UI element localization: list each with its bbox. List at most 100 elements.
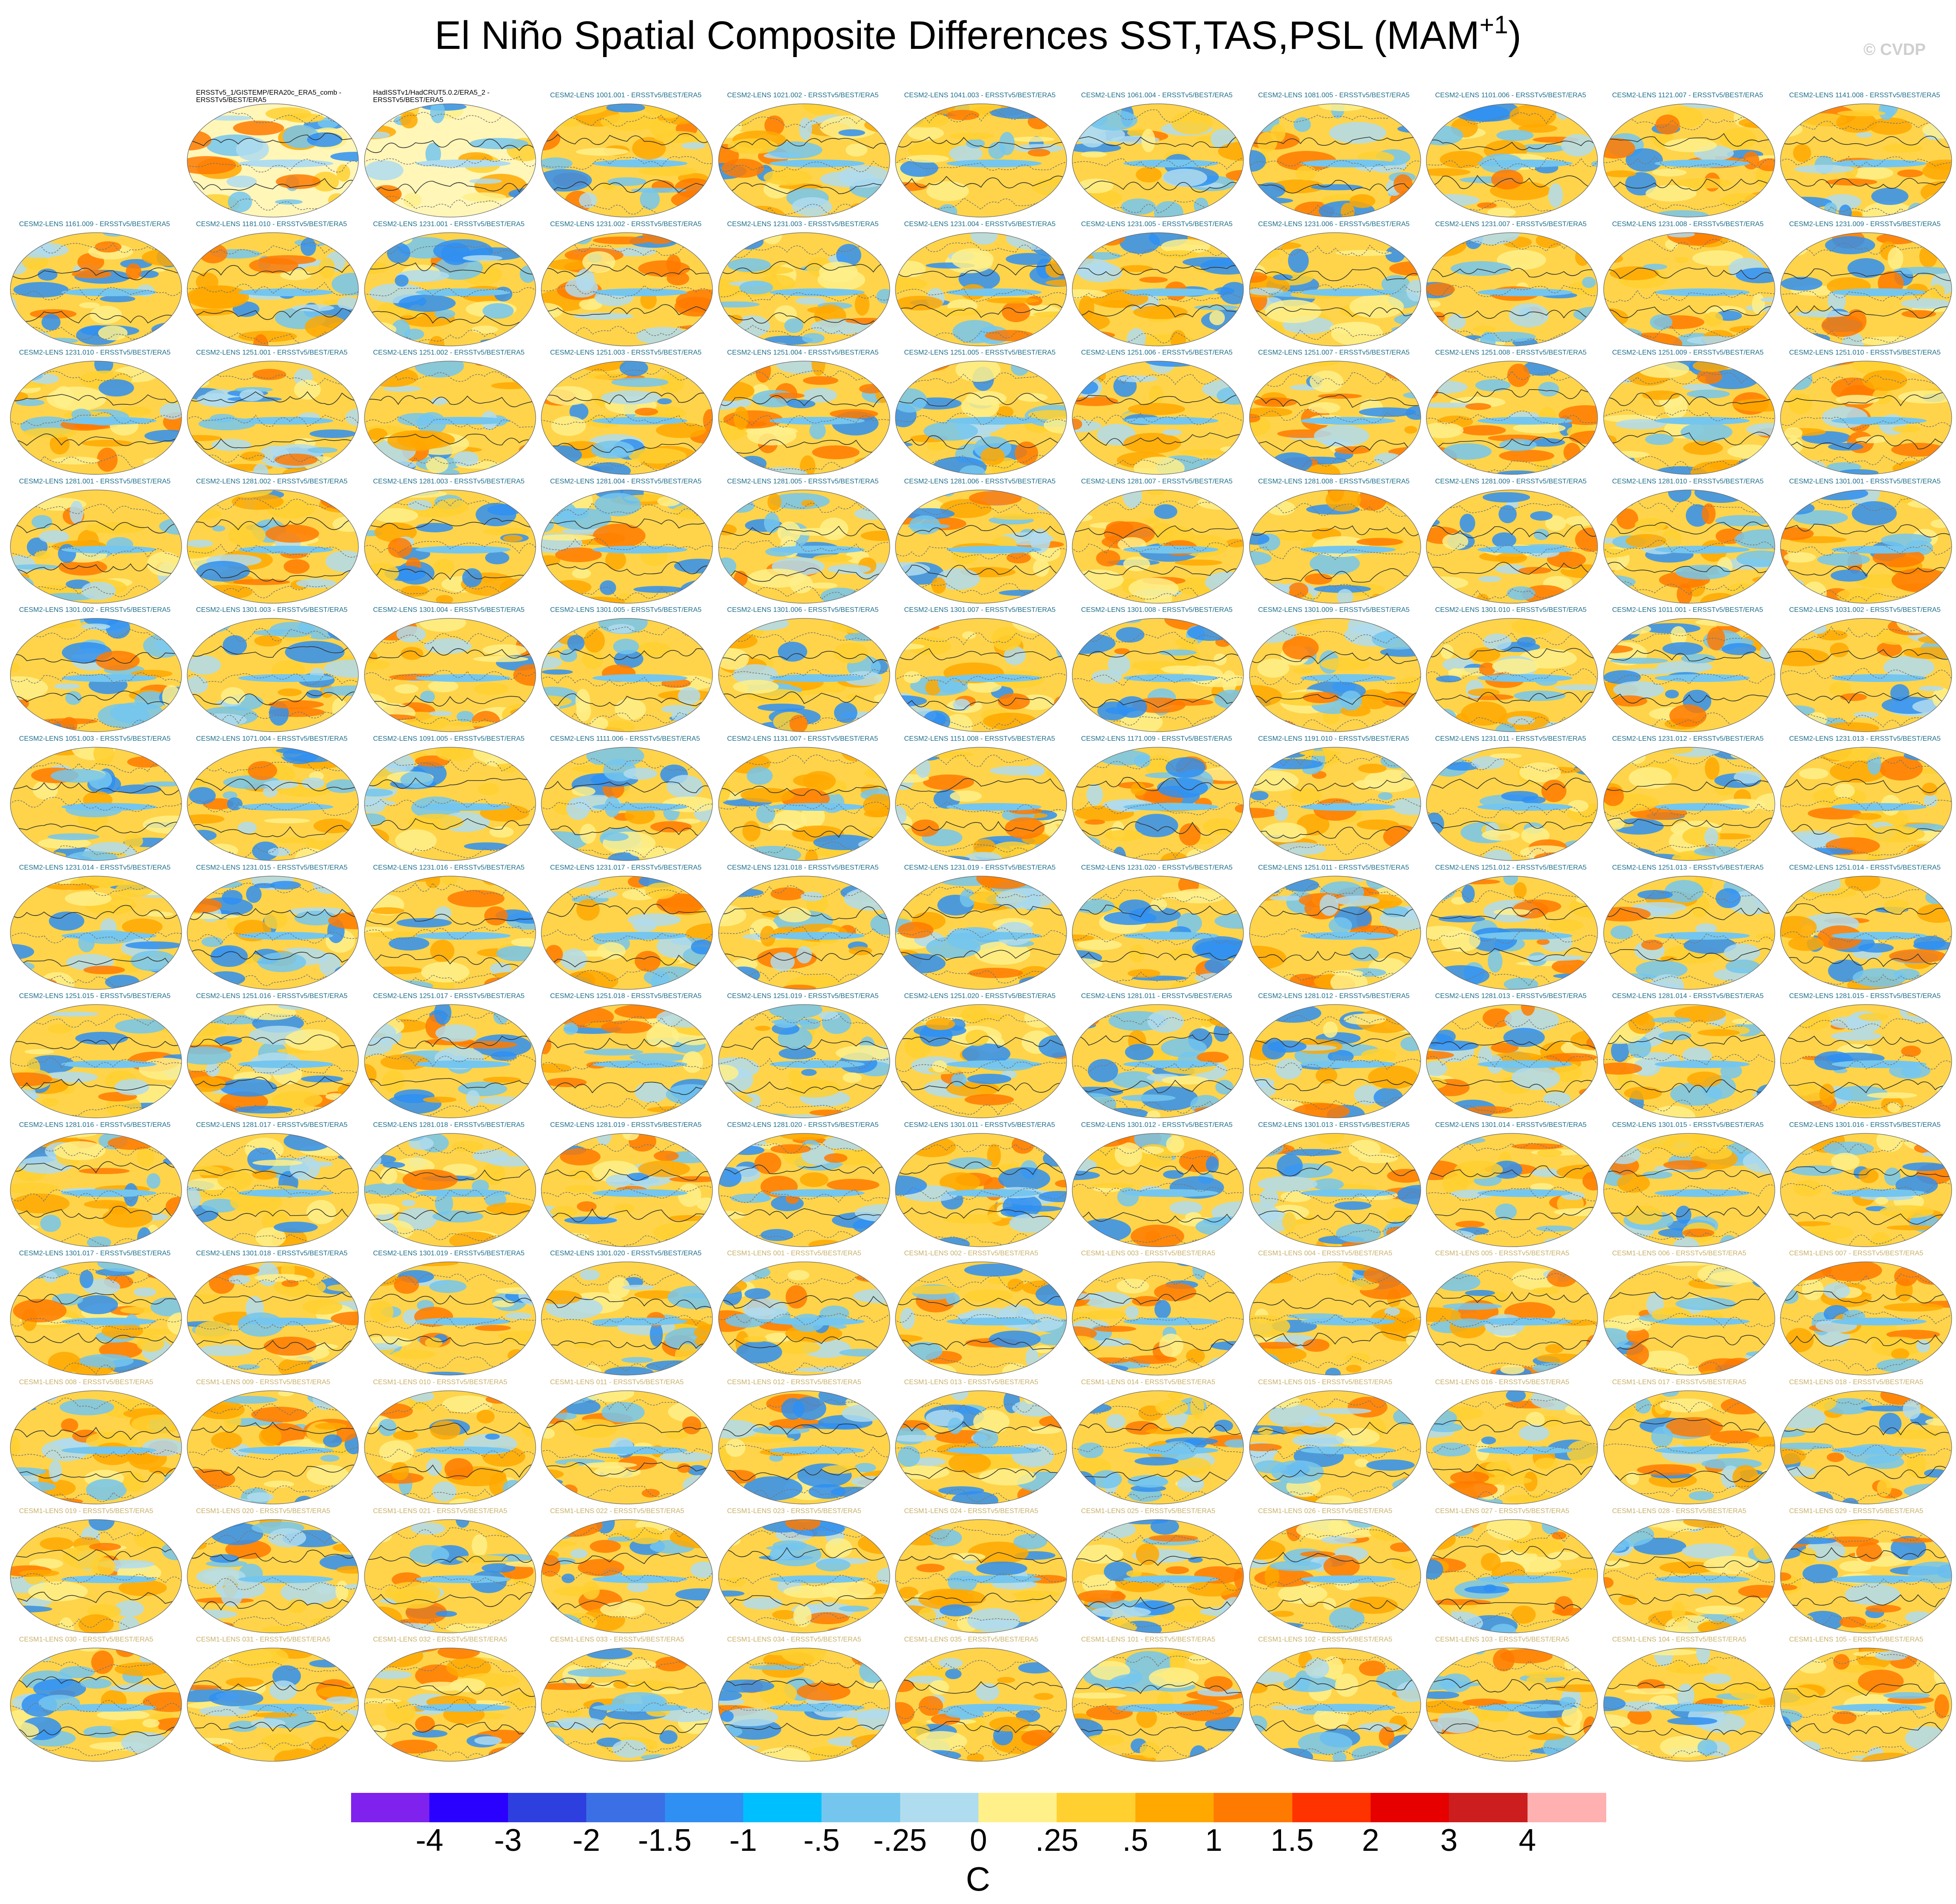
panel-title: CESM2-LENS 1301.008 - ERSSTv5/BEST/ERA5 xyxy=(1081,606,1233,614)
map-panel: CESM2-LENS 1231.018 - ERSSTv5/BEST/ERA5 xyxy=(718,864,891,990)
panel-title: CESM2-LENS 1281.003 - ERSSTv5/BEST/ERA5 xyxy=(373,477,525,485)
panel-title: CESM2-LENS 1301.011 - ERSSTv5/BEST/ERA5 xyxy=(904,1121,1055,1129)
globe-map xyxy=(895,875,1067,990)
map-panel: CESM1-LENS 027 - ERSSTv5/BEST/ERA5 xyxy=(1425,1507,1598,1634)
panel-title: CESM2-LENS 1301.017 - ERSSTv5/BEST/ERA5 xyxy=(19,1250,171,1258)
panel-title: CESM2-LENS 1071.004 - ERSSTv5/BEST/ERA5 xyxy=(196,735,348,742)
panel-title: CESM2-LENS 1251.017 - ERSSTv5/BEST/ERA5 xyxy=(373,992,525,1000)
map-panel: CESM2-LENS 1301.017 - ERSSTv5/BEST/ERA5 xyxy=(10,1250,182,1376)
globe-map xyxy=(10,618,182,732)
map-panel: CESM2-LENS 1031.002 - ERSSTv5/BEST/ERA5 xyxy=(1780,606,1953,733)
globe-map xyxy=(1426,1390,1598,1504)
map-panel: CESM2-LENS 1231.013 - ERSSTv5/BEST/ERA5 xyxy=(1780,735,1953,861)
map-panel: CESM2-LENS 1171.009 - ERSSTv5/BEST/ERA5 xyxy=(1071,735,1244,861)
map-panel: CESM1-LENS 007 - ERSSTv5/BEST/ERA5 xyxy=(1780,1250,1953,1376)
panel-title: CESM1-LENS 103 - ERSSTv5/BEST/ERA5 xyxy=(1435,1636,1569,1644)
map-panel: CESM1-LENS 102 - ERSSTv5/BEST/ERA5 xyxy=(1249,1636,1422,1762)
map-panel: CESM2-LENS 1251.003 - ERSSTv5/BEST/ERA5 xyxy=(540,349,713,475)
panel-title: CESM2-LENS 1301.006 - ERSSTv5/BEST/ERA5 xyxy=(727,606,879,614)
panel-title: CESM2-LENS 1251.013 - ERSSTv5/BEST/ERA5 xyxy=(1612,864,1764,871)
map-panel: CESM2-LENS 1181.010 - ERSSTv5/BEST/ERA5 xyxy=(186,221,359,347)
map-panel: CESM1-LENS 017 - ERSSTv5/BEST/ERA5 xyxy=(1603,1379,1776,1505)
panel-title: CESM2-LENS 1231.006 - ERSSTv5/BEST/ERA5 xyxy=(1258,220,1410,228)
panel-title: CESM1-LENS 032 - ERSSTv5/BEST/ERA5 xyxy=(373,1636,508,1644)
map-panel: CESM2-LENS 1301.019 - ERSSTv5/BEST/ERA5 xyxy=(364,1250,537,1376)
map-panel: CESM2-LENS 1301.003 - ERSSTv5/BEST/ERA5 xyxy=(186,606,359,733)
map-panel: CESM2-LENS 1301.002 - ERSSTv5/BEST/ERA5 xyxy=(10,606,182,733)
globe-map xyxy=(895,103,1067,218)
panel-title: CESM2-LENS 1251.001 - ERSSTv5/BEST/ERA5 xyxy=(196,349,348,357)
colorbar-tick-label: -.25 xyxy=(873,1823,927,1858)
panel-title: CESM1-LENS 028 - ERSSTv5/BEST/ERA5 xyxy=(1612,1507,1746,1515)
map-panel: CESM2-LENS 1251.016 - ERSSTv5/BEST/ERA5 xyxy=(186,992,359,1119)
map-panel: CESM2-LENS 1041.003 - ERSSTv5/BEST/ERA5 xyxy=(895,92,1067,218)
panel-title: CESM2-LENS 1301.002 - ERSSTv5/BEST/ERA5 xyxy=(19,606,171,614)
globe-map xyxy=(187,1004,359,1118)
globe-map xyxy=(187,361,359,475)
globe-map xyxy=(541,103,713,218)
globe-map xyxy=(10,1133,182,1247)
panel-title: HadISSTv1/HadCRUT5.0.2/ERA5_2 - ERSSTv5/… xyxy=(373,89,490,104)
globe-map xyxy=(364,875,536,990)
panel-title: CESM2-LENS 1231.010 - ERSSTv5/BEST/ERA5 xyxy=(19,349,171,357)
panel-title: CESM2-LENS 1191.010 - ERSSTv5/BEST/ERA5 xyxy=(1258,735,1409,742)
map-panel: CESM1-LENS 021 - ERSSTv5/BEST/ERA5 xyxy=(364,1507,537,1634)
globe-map xyxy=(1426,875,1598,990)
globe-map xyxy=(364,103,536,218)
globe-map xyxy=(187,1648,359,1762)
globe-map xyxy=(364,232,536,346)
colorbar-swatch xyxy=(900,1793,979,1822)
globe-map xyxy=(541,747,713,861)
globe-map xyxy=(1426,361,1598,475)
map-panel: CESM2-LENS 1301.011 - ERSSTv5/BEST/ERA5 xyxy=(895,1121,1067,1248)
map-panel: CESM1-LENS 026 - ERSSTv5/BEST/ERA5 xyxy=(1249,1507,1422,1634)
map-panel: CESM2-LENS 1251.009 - ERSSTv5/BEST/ERA5 xyxy=(1603,349,1776,475)
panel-title: CESM2-LENS 1301.005 - ERSSTv5/BEST/ERA5 xyxy=(550,606,702,614)
colorbar-swatch xyxy=(1370,1793,1450,1822)
globe-map xyxy=(364,1261,536,1376)
globe-map xyxy=(1603,1390,1775,1504)
panel-title: CESM2-LENS 1281.014 - ERSSTv5/BEST/ERA5 xyxy=(1612,992,1764,1000)
map-panel: CESM1-LENS 101 - ERSSTv5/BEST/ERA5 xyxy=(1071,1636,1244,1762)
globe-map xyxy=(364,618,536,732)
panel-title: CESM1-LENS 005 - ERSSTv5/BEST/ERA5 xyxy=(1435,1250,1569,1258)
map-panel: CESM1-LENS 002 - ERSSTv5/BEST/ERA5 xyxy=(895,1250,1067,1376)
panel-title: CESM2-LENS 1251.005 - ERSSTv5/BEST/ERA5 xyxy=(904,349,1056,357)
panel-title: CESM2-LENS 1231.001 - ERSSTv5/BEST/ERA5 xyxy=(373,220,525,228)
map-panel: CESM2-LENS 1251.010 - ERSSTv5/BEST/ERA5 xyxy=(1780,349,1953,475)
panel-title: CESM1-LENS 031 - ERSSTv5/BEST/ERA5 xyxy=(196,1636,330,1644)
colorbar-tick-label: .5 xyxy=(1122,1823,1148,1858)
map-panel: CESM2-LENS 1281.020 - ERSSTv5/BEST/ERA5 xyxy=(718,1121,891,1248)
map-panel: CESM2-LENS 1251.018 - ERSSTv5/BEST/ERA5 xyxy=(540,992,713,1119)
globe-map xyxy=(1072,103,1244,218)
panel-title: CESM2-LENS 1281.006 - ERSSTv5/BEST/ERA5 xyxy=(904,477,1056,485)
panel-title: CESM1-LENS 002 - ERSSTv5/BEST/ERA5 xyxy=(904,1250,1039,1258)
map-panel: CESM1-LENS 025 - ERSSTv5/BEST/ERA5 xyxy=(1071,1507,1244,1634)
panel-title: CESM1-LENS 004 - ERSSTv5/BEST/ERA5 xyxy=(1258,1250,1393,1258)
globe-map xyxy=(1603,1648,1775,1762)
panel-title: CESM2-LENS 1231.009 - ERSSTv5/BEST/ERA5 xyxy=(1789,220,1941,228)
map-panel: CESM1-LENS 003 - ERSSTv5/BEST/ERA5 xyxy=(1071,1250,1244,1376)
map-panel: CESM1-LENS 030 - ERSSTv5/BEST/ERA5 xyxy=(10,1636,182,1762)
map-panel: CESM2-LENS 1061.004 - ERSSTv5/BEST/ERA5 xyxy=(1071,92,1244,218)
panel-title: CESM2-LENS 1281.002 - ERSSTv5/BEST/ERA5 xyxy=(196,477,348,485)
panel-title: CESM2-LENS 1231.014 - ERSSTv5/BEST/ERA5 xyxy=(19,864,171,871)
panel-title: CESM2-LENS 1281.009 - ERSSTv5/BEST/ERA5 xyxy=(1435,477,1587,485)
globe-map xyxy=(1249,618,1421,732)
globe-map xyxy=(718,490,890,604)
globe-map xyxy=(1603,1261,1775,1376)
map-panel: CESM2-LENS 1071.004 - ERSSTv5/BEST/ERA5 xyxy=(186,735,359,861)
panel-title: CESM2-LENS 1251.018 - ERSSTv5/BEST/ERA5 xyxy=(550,992,702,1000)
map-panel: CESM1-LENS 031 - ERSSTv5/BEST/ERA5 xyxy=(186,1636,359,1762)
map-panel: CESM2-LENS 1281.012 - ERSSTv5/BEST/ERA5 xyxy=(1249,992,1422,1119)
panel-title: CESM2-LENS 1171.009 - ERSSTv5/BEST/ERA5 xyxy=(1081,735,1232,742)
globe-map xyxy=(364,361,536,475)
globe-map xyxy=(1249,1133,1421,1247)
panel-title: CESM2-LENS 1281.020 - ERSSTv5/BEST/ERA5 xyxy=(727,1121,879,1129)
map-panel: CESM1-LENS 019 - ERSSTv5/BEST/ERA5 xyxy=(10,1507,182,1634)
globe-map xyxy=(1426,1133,1598,1247)
panel-title: CESM1-LENS 014 - ERSSTv5/BEST/ERA5 xyxy=(1081,1379,1215,1386)
map-panel: CESM2-LENS 1281.015 - ERSSTv5/BEST/ERA5 xyxy=(1780,992,1953,1119)
globe-map xyxy=(1603,875,1775,990)
globe-map xyxy=(1072,232,1244,346)
